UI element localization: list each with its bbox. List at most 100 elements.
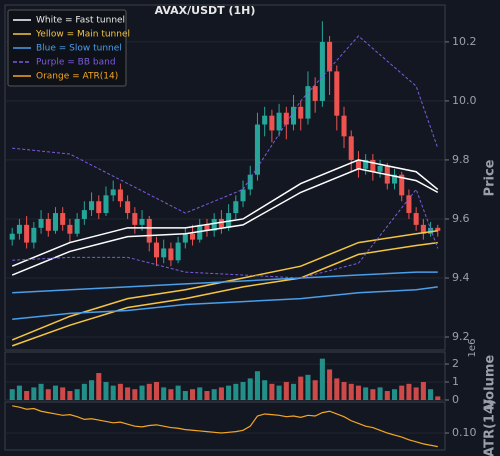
candle-body xyxy=(269,115,275,131)
y-tick-label: 2 xyxy=(452,357,459,370)
volume-bar xyxy=(420,382,426,400)
candle-body xyxy=(319,41,325,101)
volume-bar xyxy=(276,385,282,400)
legend-label: Purple = BB band xyxy=(36,58,116,68)
y-tick-label: 10.0 xyxy=(452,94,477,107)
volume-bar xyxy=(298,376,304,400)
volume-bar xyxy=(67,391,73,400)
candle-body xyxy=(420,224,426,234)
candle-body xyxy=(146,218,152,243)
candle-body xyxy=(45,218,51,231)
candle-body xyxy=(89,201,95,211)
panel-frame xyxy=(4,401,446,451)
candle-body xyxy=(182,233,188,243)
candle-body xyxy=(60,213,66,225)
y-tick-label: 9.8 xyxy=(452,153,470,166)
volume-bar xyxy=(117,383,123,400)
candle-body xyxy=(283,112,289,125)
candle-body xyxy=(9,233,15,240)
candle-body xyxy=(348,136,354,160)
overlay-line xyxy=(11,168,439,276)
y-tick-label: 0.10 xyxy=(452,426,477,439)
volume-bar xyxy=(139,385,145,400)
volume-bar xyxy=(161,387,167,400)
volume-bar xyxy=(132,389,138,400)
y-tick-label: 9.2 xyxy=(452,330,470,343)
candle-body xyxy=(406,195,412,214)
volume-bar xyxy=(391,389,398,400)
candle-body xyxy=(391,174,398,184)
candle-body xyxy=(312,86,318,101)
candle-body xyxy=(175,242,181,261)
volume-bar xyxy=(45,389,51,400)
candle-body xyxy=(370,159,376,172)
candle-body xyxy=(211,218,217,231)
candle-body xyxy=(291,106,297,125)
volume-bar xyxy=(262,380,268,400)
candle-body xyxy=(24,224,30,243)
volume-bar xyxy=(96,373,102,400)
candle-body xyxy=(305,86,311,119)
volume-bar xyxy=(153,382,159,400)
volume-bar xyxy=(283,382,289,400)
volume-bar xyxy=(435,396,441,400)
overlay-line xyxy=(11,230,438,341)
volume-bar xyxy=(291,383,297,400)
candle-body xyxy=(153,242,159,258)
volume-bar xyxy=(211,389,217,400)
candle-body xyxy=(38,218,44,228)
candle-body xyxy=(233,201,239,214)
volume-bar xyxy=(312,380,318,400)
volume-label: Volume xyxy=(483,355,498,410)
legend-label: Orange = ATR(14) xyxy=(36,72,118,82)
legend-box xyxy=(7,9,127,87)
volume-bar xyxy=(74,389,80,400)
volume-bar xyxy=(363,387,369,400)
volume-bar xyxy=(110,385,116,400)
volume-bar xyxy=(240,382,246,400)
y-tick-label: 9.4 xyxy=(452,271,470,284)
volume-bar xyxy=(305,374,311,400)
volume-bar xyxy=(384,391,390,400)
volume-bar xyxy=(341,382,347,400)
candle-body xyxy=(168,248,174,261)
volume-bar xyxy=(38,383,44,400)
candle-body xyxy=(67,224,73,234)
candle-body xyxy=(52,213,59,231)
volume-bar xyxy=(319,358,325,400)
volume-bar xyxy=(428,389,434,400)
volume-bar xyxy=(197,387,203,400)
volume-bar xyxy=(175,385,181,400)
candle-body xyxy=(110,189,116,196)
volume-bar xyxy=(60,387,66,400)
candle-body xyxy=(16,224,22,234)
volume-bar xyxy=(125,387,131,400)
volume-bar xyxy=(52,385,59,400)
legend-label: White = Fast tunnel xyxy=(36,16,125,26)
candle-body xyxy=(96,201,102,214)
candle-body xyxy=(161,248,167,258)
candle-body xyxy=(204,224,210,231)
y-tick-label: 9.6 xyxy=(452,212,470,225)
volume-bar xyxy=(254,371,260,400)
legend-label: Yellow = Main tunnel xyxy=(35,30,130,40)
candle-body xyxy=(254,124,260,175)
candle-body xyxy=(341,115,347,137)
candle-body xyxy=(218,218,224,228)
overlay-line xyxy=(11,241,438,347)
volume-bar xyxy=(168,389,174,400)
overlay-line xyxy=(11,159,439,267)
candle-body xyxy=(74,218,80,234)
volume-bar xyxy=(327,369,333,400)
volume-bar xyxy=(182,391,188,400)
y-tick-label: 0 xyxy=(452,393,459,406)
candle-body xyxy=(190,233,196,240)
volume-bar xyxy=(190,389,196,400)
candle-body xyxy=(132,213,138,225)
atr-label: ATR(14) xyxy=(483,399,498,456)
volume-bar xyxy=(269,383,275,400)
panel-frame xyxy=(4,4,446,351)
volume-bar xyxy=(81,383,87,400)
volume-bar xyxy=(204,391,210,400)
